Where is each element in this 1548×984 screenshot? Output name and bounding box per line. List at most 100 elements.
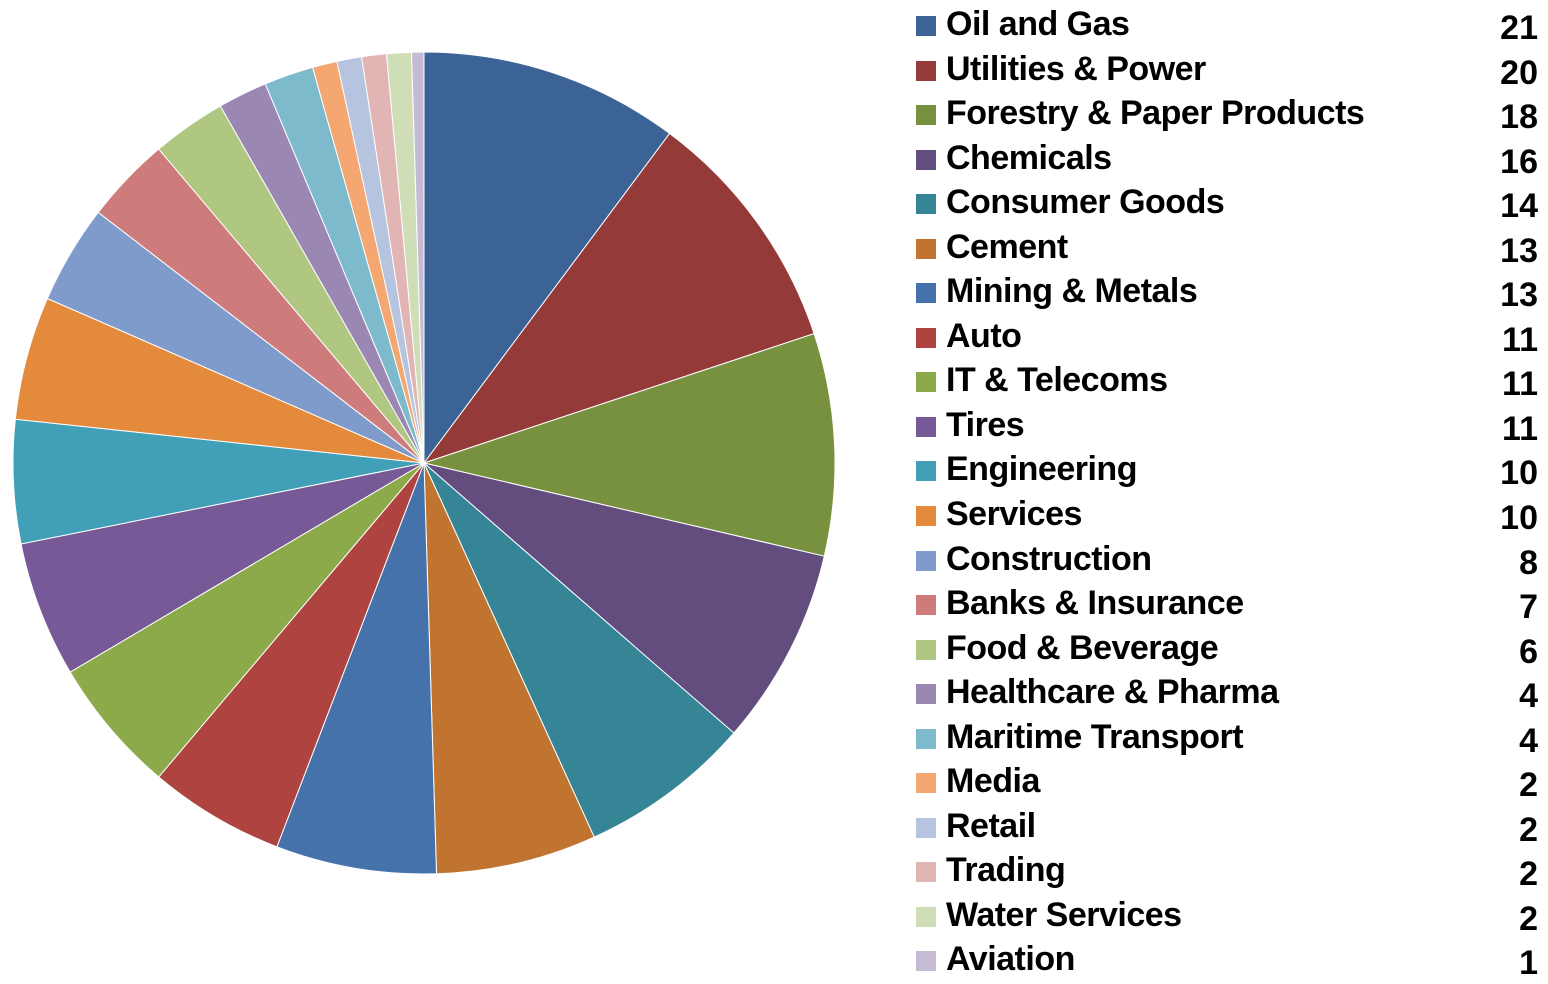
legend-item: Engineering 10 [916, 449, 1544, 494]
legend-label: Utilities & Power [946, 49, 1206, 88]
legend-label: Banks & Insurance [946, 584, 1244, 623]
legend-item: Retail 2 [916, 806, 1544, 851]
legend-label: Mining & Metals [946, 272, 1198, 311]
legend-value: 11 [1502, 409, 1538, 448]
pie-slice-aviation [410, 51, 425, 464]
legend-label: Water Services [946, 895, 1182, 934]
legend-item: Water Services 2 [916, 895, 1544, 940]
legend-item: Aviation 1 [916, 939, 1544, 984]
legend-value: 1 [1519, 944, 1538, 983]
legend-label: Maritime Transport [946, 717, 1244, 756]
legend-item: Mining & Metals 13 [916, 271, 1544, 316]
pie-slice-utilities-power [422, 132, 815, 464]
legend-value: 13 [1500, 231, 1538, 270]
legend-swatch [916, 372, 936, 393]
legend-label: Cement [946, 227, 1068, 266]
legend-item: Forestry & Paper Products 18 [916, 93, 1544, 138]
legend-swatch [916, 416, 936, 437]
legend-value: 13 [1500, 276, 1538, 315]
legend-label: Healthcare & Pharma [946, 673, 1279, 712]
legend-swatch [916, 817, 936, 838]
legend-swatch [916, 862, 936, 883]
legend-item: Healthcare & Pharma 4 [916, 672, 1544, 717]
legend-value: 16 [1500, 142, 1538, 181]
legend-label: Auto [946, 316, 1022, 355]
legend-label: Trading [946, 851, 1066, 890]
legend-label: Oil and Gas [946, 5, 1130, 43]
legend-label: Construction [946, 539, 1152, 578]
pie-slice-auto [158, 462, 425, 848]
legend: Oil and Gas 21 Utilities & Power 20 Forestry… [916, 4, 1544, 984]
legend-swatch [916, 60, 936, 81]
pie-chart [12, 51, 836, 875]
legend-swatch [916, 728, 936, 749]
legend-swatch [916, 773, 936, 794]
pie-slice-consumer-goods [423, 462, 735, 838]
legend-value: 7 [1519, 588, 1538, 627]
pie-slice-tires [20, 462, 425, 673]
legend-swatch [916, 595, 936, 616]
pie-slice-cement [423, 462, 595, 875]
legend-item: Trading 2 [916, 850, 1544, 895]
legend-item: Utilities & Power 20 [916, 49, 1544, 94]
legend-label: Food & Beverage [946, 628, 1219, 667]
pie-slices [12, 51, 836, 875]
legend-item: Media 2 [916, 761, 1544, 806]
pie-slice-mining-metals [276, 462, 438, 875]
legend-label: Services [946, 495, 1082, 534]
legend-value: 18 [1500, 98, 1538, 137]
legend-label: Chemicals [946, 138, 1112, 177]
legend-swatch [916, 238, 936, 259]
legend-value: 8 [1519, 543, 1538, 582]
legend-swatch [916, 951, 936, 972]
legend-swatch [916, 906, 936, 927]
legend-item: IT & Telecoms 11 [916, 360, 1544, 405]
legend-value: 2 [1519, 766, 1538, 805]
legend-item: Oil and Gas 21 [916, 4, 1544, 49]
legend-value: 11 [1502, 320, 1538, 359]
legend-swatch [916, 16, 936, 36]
legend-item: Construction 8 [916, 539, 1544, 584]
legend-value: 4 [1519, 721, 1538, 760]
legend-value: 10 [1500, 499, 1538, 538]
legend-swatch [916, 684, 936, 705]
legend-swatch [916, 149, 936, 170]
legend-swatch [916, 550, 936, 571]
legend-item: Auto 11 [916, 316, 1544, 361]
legend-item: Chemicals 16 [916, 138, 1544, 183]
legend-value: 2 [1519, 899, 1538, 938]
legend-value: 14 [1500, 187, 1538, 226]
legend-label: Tires [946, 405, 1025, 444]
legend-item: Consumer Goods 14 [916, 182, 1544, 227]
legend-swatch [916, 461, 936, 482]
legend-value: 2 [1519, 810, 1538, 849]
legend-label: Forestry & Paper Products [946, 94, 1365, 133]
legend-label: Consumer Goods [946, 183, 1225, 222]
legend-value: 20 [1500, 53, 1538, 92]
legend-value: 10 [1500, 454, 1538, 493]
legend-item: Food & Beverage 6 [916, 628, 1544, 673]
legend-item: Banks & Insurance 7 [916, 583, 1544, 628]
legend-label: Media [946, 762, 1040, 801]
legend-value: 4 [1519, 677, 1538, 716]
legend-value: 11 [1502, 365, 1538, 404]
legend-value: 6 [1519, 632, 1538, 671]
legend-value: 21 [1500, 9, 1538, 47]
legend-swatch [916, 194, 936, 215]
legend-value: 2 [1519, 855, 1538, 894]
legend-swatch [916, 327, 936, 348]
legend-item: Tires 11 [916, 405, 1544, 450]
pie-slice-chemicals [423, 462, 825, 734]
legend-swatch [916, 506, 936, 527]
legend-item: Maritime Transport 4 [916, 717, 1544, 762]
legend-swatch [916, 105, 936, 126]
pie-slice-forestry-paper-products [422, 332, 836, 557]
legend-swatch [916, 639, 936, 660]
legend-label: Engineering [946, 450, 1137, 489]
legend-label: Retail [946, 806, 1036, 845]
pie-slice-oil-and-gas [423, 51, 671, 465]
legend-item: Cement 13 [916, 227, 1544, 272]
legend-swatch [916, 283, 936, 304]
pie-slice-it-telecoms [69, 462, 425, 778]
legend-label: IT & Telecoms [946, 361, 1168, 400]
